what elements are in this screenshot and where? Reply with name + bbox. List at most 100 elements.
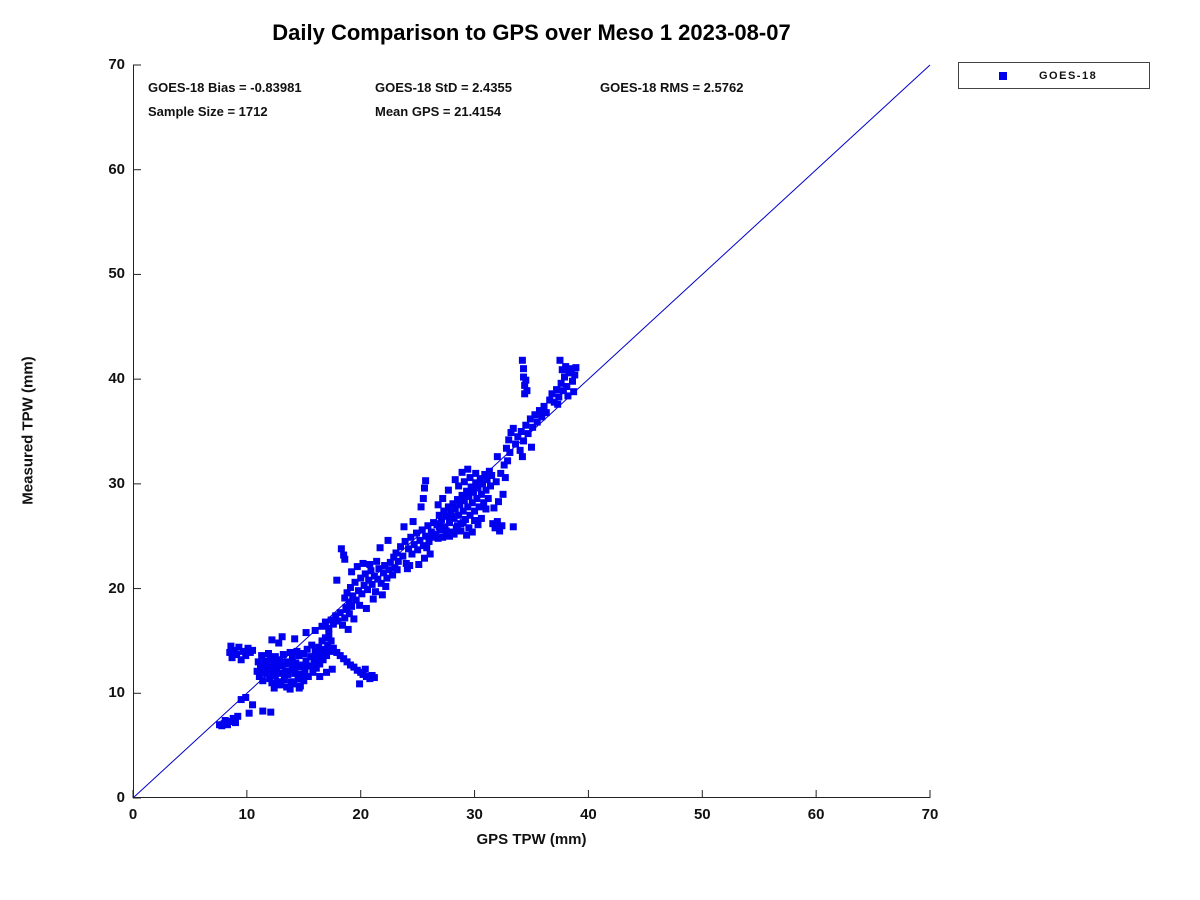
scatter-point xyxy=(378,591,386,599)
scatter-point xyxy=(325,631,333,639)
scatter-point xyxy=(293,647,301,655)
scatter-point xyxy=(518,453,526,461)
scatter-point xyxy=(319,656,327,664)
scatter-point xyxy=(280,676,288,684)
scatter-point xyxy=(228,654,236,662)
legend-label: GOES-18 xyxy=(1039,69,1098,82)
scatter-point xyxy=(242,652,250,660)
scatter-point xyxy=(349,592,357,600)
scatter-point xyxy=(323,652,331,660)
scatter-point xyxy=(351,578,359,586)
scatter-point xyxy=(271,653,279,661)
scatter-point xyxy=(435,523,443,531)
scatter-point xyxy=(448,512,456,520)
scatter-point xyxy=(333,576,341,584)
scatter-point xyxy=(270,684,278,692)
scatter-point xyxy=(253,667,261,675)
scatter-point xyxy=(444,503,452,511)
scatter-point xyxy=(305,662,313,670)
scatter-point xyxy=(406,562,414,570)
x-tick-label: 10 xyxy=(238,806,256,823)
scatter-point xyxy=(548,390,556,398)
scatter-point xyxy=(327,616,335,624)
scatter-point xyxy=(474,521,482,529)
scatter-point xyxy=(546,396,554,404)
scatter-point xyxy=(407,533,415,541)
scatter-point xyxy=(493,453,501,461)
scatter-point xyxy=(505,436,513,444)
scatter-point xyxy=(520,437,528,445)
scatter-point xyxy=(328,665,336,673)
scatter-point xyxy=(309,668,317,676)
scatter-point xyxy=(435,511,443,519)
scatter-point xyxy=(415,560,423,568)
scatter-point xyxy=(455,482,463,490)
scatter-point xyxy=(401,537,409,545)
scatter-point xyxy=(357,574,365,582)
scatter-point xyxy=(529,423,537,431)
scatter-point xyxy=(316,673,324,681)
scatter-point xyxy=(453,522,461,530)
scatter-point xyxy=(468,499,476,507)
stat-rms: GOES-18 RMS = 2.5762 xyxy=(600,80,744,95)
scatter-point xyxy=(376,544,384,552)
scatter-point xyxy=(390,553,398,561)
scatter-point xyxy=(459,519,467,527)
scatter-point xyxy=(343,589,351,597)
scatter-point xyxy=(302,657,310,665)
scatter-point xyxy=(301,666,309,674)
scatter-point xyxy=(397,543,405,551)
scatter-point xyxy=(479,480,487,488)
y-tick-label: 50 xyxy=(108,265,125,283)
scatter-point xyxy=(320,645,328,653)
scatter-point xyxy=(259,707,267,715)
scatter-point xyxy=(386,558,394,566)
scatter-point xyxy=(226,648,234,656)
scatter-point xyxy=(553,386,561,394)
scatter-point xyxy=(379,569,387,577)
scatter-point xyxy=(239,647,247,655)
scatter-point xyxy=(264,649,272,657)
scatter-point xyxy=(336,609,344,617)
scatter-point xyxy=(426,550,434,558)
scatter-point xyxy=(249,701,257,709)
scatter-point xyxy=(434,534,442,542)
scatter-point xyxy=(276,656,284,664)
scatter-point xyxy=(340,551,348,559)
stat-std: GOES-18 StD = 2.4355 xyxy=(375,80,512,95)
scatter-point xyxy=(528,443,535,451)
scatter-point xyxy=(564,392,572,400)
scatter-point xyxy=(467,483,475,491)
scatter-point xyxy=(286,648,294,656)
scatter-point xyxy=(563,382,571,390)
scatter-point xyxy=(458,491,466,499)
scatter-point xyxy=(368,580,376,588)
scatter-point xyxy=(310,658,318,666)
scatter-point xyxy=(291,669,299,677)
scatter-point xyxy=(499,490,507,498)
scatter-point xyxy=(455,511,463,519)
scatter-point xyxy=(416,536,424,544)
y-axis-label: Measured TPW (mm) xyxy=(19,356,37,505)
scatter-point xyxy=(418,526,426,534)
scatter-point xyxy=(303,645,311,653)
scatter-point xyxy=(272,665,280,673)
scatter-point xyxy=(540,402,548,410)
scatter-point xyxy=(284,670,292,678)
scatter-point xyxy=(300,649,308,657)
scatter-point xyxy=(345,598,353,606)
scatter-point xyxy=(245,709,253,717)
scatter-point xyxy=(364,586,372,594)
scatter-point xyxy=(457,527,465,535)
scatter-point xyxy=(424,522,432,530)
scatter-point xyxy=(504,457,512,465)
scatter-point xyxy=(468,528,476,536)
scatter-point xyxy=(456,501,464,509)
scatter-point xyxy=(409,518,417,526)
scatter-point xyxy=(516,446,524,454)
scatter-point xyxy=(308,641,316,649)
x-tick-label: 30 xyxy=(466,806,483,823)
scatter-point xyxy=(324,641,332,649)
scatter-point xyxy=(332,612,340,620)
